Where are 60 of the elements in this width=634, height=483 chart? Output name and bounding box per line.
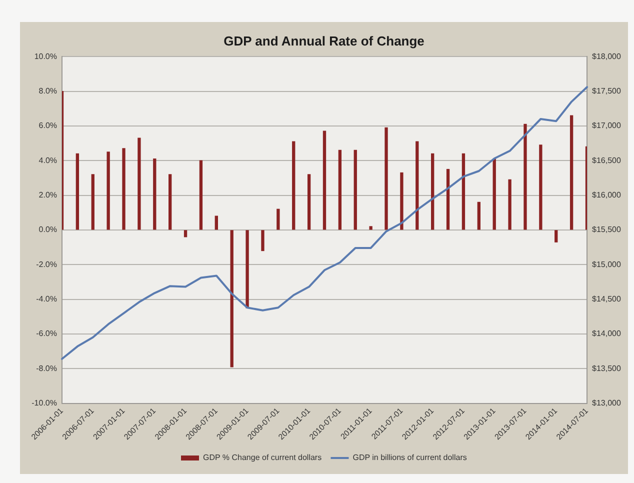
bar — [292, 141, 296, 230]
y-tick-label: -2.0% — [36, 260, 57, 269]
bar — [106, 152, 110, 230]
bar — [62, 90, 64, 230]
bar — [76, 153, 80, 230]
bar — [307, 174, 311, 230]
y2-tick-label: $13,500 — [592, 364, 622, 373]
bar — [539, 144, 542, 230]
bar — [199, 160, 203, 230]
bar — [431, 153, 434, 230]
y2-tick-label: $16,000 — [592, 190, 622, 200]
bar — [554, 230, 558, 242]
bar — [153, 158, 156, 230]
bar — [524, 124, 527, 230]
bar — [354, 150, 357, 230]
bar — [369, 226, 372, 230]
y-tick-label: 6.0% — [38, 121, 57, 130]
bar — [122, 148, 126, 230]
bar — [91, 174, 94, 230]
bar — [446, 168, 450, 230]
bar — [338, 150, 342, 230]
legend-label: GDP % Change of current dollars — [203, 453, 322, 462]
y2-tick-label: $15,500 — [592, 225, 622, 234]
y2-tick-label: $18,000 — [592, 52, 622, 61]
y2-tick-label: $15,000 — [592, 260, 622, 269]
bar — [384, 127, 388, 230]
bar — [508, 179, 512, 230]
bar — [462, 153, 466, 230]
y-tick-label: 2.0% — [38, 190, 57, 200]
y2-tick-label: $17,500 — [592, 86, 622, 96]
bar — [400, 172, 404, 230]
y2-tick-label: $14,000 — [592, 329, 622, 338]
y2-tick-label: $17,000 — [592, 121, 622, 130]
y-tick-label: 8.0% — [38, 86, 57, 96]
y-tick-label: -8.0% — [36, 364, 57, 373]
bar — [246, 230, 249, 308]
bar — [570, 115, 574, 230]
y-tick-label: 0.0% — [38, 225, 57, 234]
bar — [416, 141, 419, 230]
y-tick-label: 10.0% — [34, 52, 57, 61]
bar — [585, 146, 587, 230]
bar — [492, 158, 496, 230]
bar — [261, 230, 264, 252]
y2-tick-label: $14,500 — [592, 294, 622, 304]
chart-title: GDP and Annual Rate of Change — [224, 33, 424, 48]
bar — [477, 202, 480, 230]
bar — [276, 208, 280, 230]
bar — [184, 230, 188, 238]
y-tick-label: -10.0% — [32, 398, 57, 408]
legend-label: GDP in billions of current dollars — [352, 453, 467, 462]
bar — [230, 230, 234, 368]
bar — [214, 216, 218, 230]
y-tick-label: 4.0% — [38, 156, 57, 165]
bar — [322, 130, 326, 230]
y-tick-label: -6.0% — [36, 329, 57, 338]
y-tick-label: -4.0% — [36, 294, 57, 304]
bar — [168, 174, 172, 230]
bar — [138, 138, 141, 230]
y2-tick-label: $13,000 — [592, 398, 622, 408]
y2-tick-label: $16,500 — [592, 156, 622, 165]
